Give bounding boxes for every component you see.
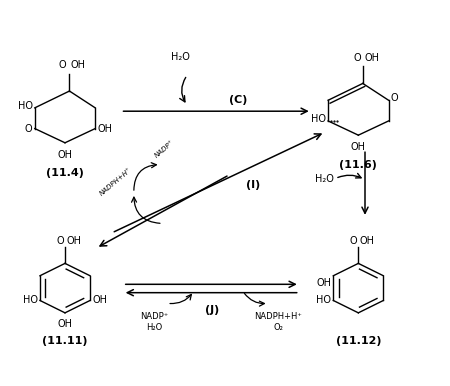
Text: OH: OH <box>58 150 72 160</box>
Text: O₂: O₂ <box>274 323 283 332</box>
Text: HO: HO <box>311 114 326 124</box>
Text: (11.12): (11.12) <box>336 337 381 346</box>
Text: O: O <box>56 236 63 246</box>
Text: H₂O: H₂O <box>146 323 162 332</box>
Text: H₂O: H₂O <box>315 174 334 184</box>
Text: OH: OH <box>98 124 112 134</box>
Text: NADPH+H⁺: NADPH+H⁺ <box>99 166 133 196</box>
Text: OH: OH <box>316 278 331 288</box>
Text: HO: HO <box>23 295 38 305</box>
Text: O: O <box>58 61 66 71</box>
Text: (11.4): (11.4) <box>46 168 84 178</box>
Text: NADPH+H⁺: NADPH+H⁺ <box>254 312 302 321</box>
Text: HO: HO <box>18 102 32 111</box>
Text: OH: OH <box>58 318 72 328</box>
Text: O: O <box>354 53 361 63</box>
Text: O: O <box>25 124 32 134</box>
Text: OH: OH <box>351 142 366 152</box>
Text: OH: OH <box>66 236 81 246</box>
Text: (I): (I) <box>246 180 261 190</box>
Text: (C): (C) <box>229 95 248 105</box>
Text: OH: OH <box>71 61 86 71</box>
Text: O: O <box>349 236 357 246</box>
Text: (J): (J) <box>205 305 219 315</box>
Text: (11.6): (11.6) <box>339 160 377 170</box>
Text: O: O <box>391 93 398 103</box>
Text: NADP⁺: NADP⁺ <box>140 312 168 321</box>
Text: OH: OH <box>92 295 107 305</box>
Text: NADP⁺: NADP⁺ <box>154 139 176 159</box>
Text: H₂O: H₂O <box>171 52 190 62</box>
Text: (11.11): (11.11) <box>42 337 88 346</box>
Text: HO: HO <box>316 295 331 305</box>
Text: OH: OH <box>364 53 379 63</box>
Text: OH: OH <box>360 236 375 246</box>
